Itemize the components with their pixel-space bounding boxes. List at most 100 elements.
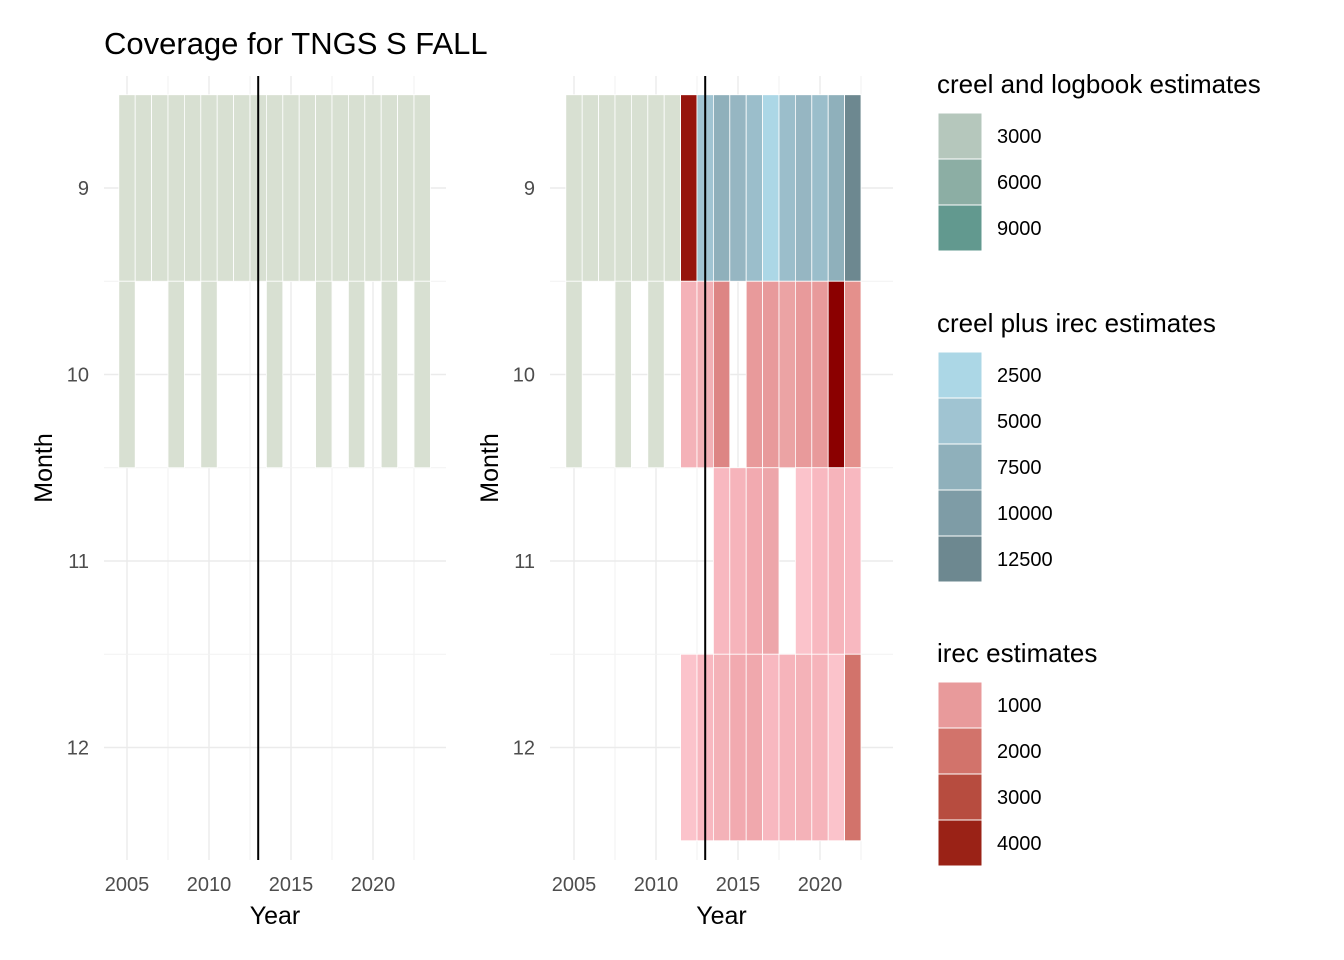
y-axis-label: Month: [30, 433, 58, 502]
heatmap-cell: [811, 467, 829, 655]
legend-key: [937, 727, 983, 775]
legend-label: 3000: [997, 126, 1042, 148]
heatmap-cell: [315, 94, 333, 282]
legend-key: [937, 773, 983, 821]
heatmap-cell: [811, 280, 829, 469]
heatmap-cell: [631, 94, 649, 282]
legend-label: 12500: [997, 549, 1053, 571]
legend-key: [937, 397, 983, 445]
heatmap-cell: [614, 94, 632, 282]
heatmap-cell: [729, 94, 747, 282]
heatmap-cell: [134, 94, 152, 282]
heatmap-cell: [811, 94, 829, 282]
heatmap-cell: [844, 280, 862, 469]
heatmap-cell: [795, 94, 813, 282]
heatmap-cell: [233, 94, 251, 282]
heatmap-cell: [745, 280, 764, 469]
y-tick-label: 11: [68, 551, 89, 573]
heatmap-cell: [729, 653, 747, 842]
heatmap-cell: [364, 94, 382, 282]
heatmap-cell: [614, 280, 632, 469]
heatmap-cell: [315, 280, 333, 469]
y-tick-label: 12: [513, 738, 535, 760]
heatmap-cell: [347, 94, 366, 282]
legend-label: 6000: [997, 172, 1042, 194]
heatmap-cell: [565, 280, 583, 469]
y-tick-label: 9: [524, 178, 535, 200]
heatmap-cell: [827, 467, 846, 655]
heatmap-cell: [713, 653, 731, 842]
heatmap-cell: [680, 653, 698, 842]
legend-label: 5000: [997, 411, 1042, 433]
heatmap-cell: [216, 94, 234, 282]
legend-label: 7500: [997, 457, 1042, 479]
y-tick-label: 10: [513, 365, 535, 387]
heatmap-cell: [282, 94, 300, 282]
heatmap-cell: [795, 280, 813, 469]
heatmap-cell: [183, 94, 202, 282]
x-tick-label: 2015: [716, 874, 761, 896]
legend-title: creel plus irec estimates: [937, 308, 1216, 338]
heatmap-cell: [265, 280, 284, 469]
heatmap-cell: [380, 94, 399, 282]
heatmap-cell: [713, 280, 731, 469]
heatmap-cell: [598, 94, 616, 282]
heatmap-cell: [663, 94, 682, 282]
heatmap-cell: [413, 94, 431, 282]
heatmap-cell: [200, 94, 218, 282]
legend-key: [937, 112, 983, 160]
heatmap-cell: [827, 280, 846, 469]
legend-label: 10000: [997, 503, 1053, 525]
heatmap-cell: [844, 467, 862, 655]
heatmap-cell: [713, 94, 731, 282]
heatmap-cell: [298, 94, 317, 282]
heatmap-cell: [118, 280, 136, 469]
legend-key: [937, 819, 983, 867]
heatmap-cell: [778, 280, 796, 469]
heatmap-cell: [680, 94, 698, 282]
x-tick-label: 2015: [269, 874, 314, 896]
legend-key: [937, 158, 983, 206]
legend-key: [937, 443, 983, 491]
legend-key: [937, 204, 983, 252]
heatmap-cell: [762, 653, 780, 842]
heatmap-cell: [565, 94, 583, 282]
heatmap-cell: [680, 280, 698, 469]
y-axis-label: Month: [476, 433, 504, 502]
heatmap-cell: [811, 653, 829, 842]
heatmap-cell: [118, 94, 136, 282]
heatmap-cell: [745, 467, 764, 655]
heatmap-cell: [167, 94, 185, 282]
y-tick-label: 12: [67, 738, 89, 760]
heatmap-cell: [762, 94, 780, 282]
heatmap-cell: [200, 280, 218, 469]
x-axis-label: Year: [250, 902, 301, 930]
heatmap-cell: [762, 280, 780, 469]
heatmap-cell: [397, 94, 415, 282]
legend-title: creel and logbook estimates: [937, 69, 1261, 99]
heatmap-cell: [331, 94, 349, 282]
legend-label: 3000: [997, 787, 1042, 809]
legend-key: [937, 535, 983, 583]
heatmap-cell: [265, 94, 284, 282]
legend-label: 2500: [997, 365, 1042, 387]
heatmap-cell: [745, 94, 764, 282]
heatmap-cell: [844, 653, 862, 842]
legend-label: 4000: [997, 833, 1042, 855]
heatmap-cell: [795, 653, 813, 842]
x-tick-label: 2010: [187, 874, 232, 896]
y-tick-label: 11: [514, 551, 535, 573]
legend-title: irec estimates: [937, 638, 1097, 668]
x-tick-label: 2020: [798, 874, 843, 896]
chart-title: Coverage for TNGS S FALL: [104, 26, 488, 61]
heatmap-cell: [778, 94, 796, 282]
heatmap-cell: [647, 280, 665, 469]
x-tick-label: 2020: [351, 874, 396, 896]
heatmap-cell: [827, 653, 846, 842]
heatmap-cell: [167, 280, 185, 469]
heatmap-cell: [745, 653, 764, 842]
legend-label: 2000: [997, 741, 1042, 763]
heatmap-cell: [795, 467, 813, 655]
legend-key: [937, 681, 983, 729]
